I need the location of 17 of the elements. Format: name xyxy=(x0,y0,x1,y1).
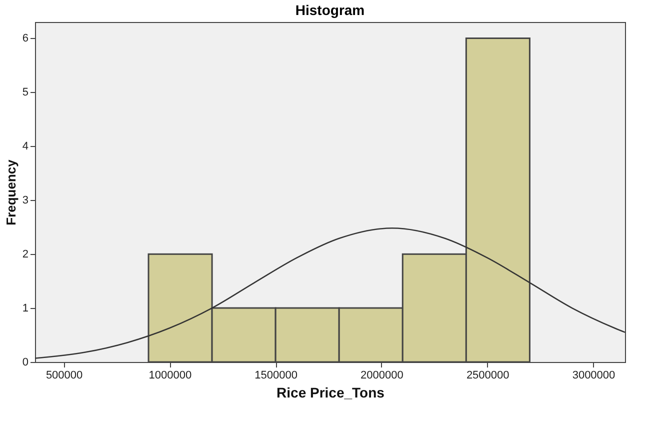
y-tick-label: 4 xyxy=(22,140,28,153)
y-tick-label: 5 xyxy=(22,86,28,99)
y-tick-label: 6 xyxy=(22,32,28,45)
x-tick-label: 2000000 xyxy=(360,370,404,382)
y-tick-label: 0 xyxy=(22,356,28,368)
y-tick-label: 2 xyxy=(22,248,28,261)
y-tick-label: 3 xyxy=(22,194,28,207)
x-tick-label: 1000000 xyxy=(148,370,192,382)
y-tick-label: 1 xyxy=(22,302,28,315)
line-series xyxy=(34,228,626,359)
x-tick-label: 2500000 xyxy=(466,370,510,382)
x-axis-title: Rice Price_Tons xyxy=(276,384,385,400)
x-tick-label: 1500000 xyxy=(254,370,298,382)
y-axis-title: Frequency xyxy=(3,158,18,226)
x-tick-label: 500000 xyxy=(46,370,83,382)
x-tick-label: 3000000 xyxy=(572,370,616,382)
chart-title: Histogram xyxy=(295,2,365,18)
